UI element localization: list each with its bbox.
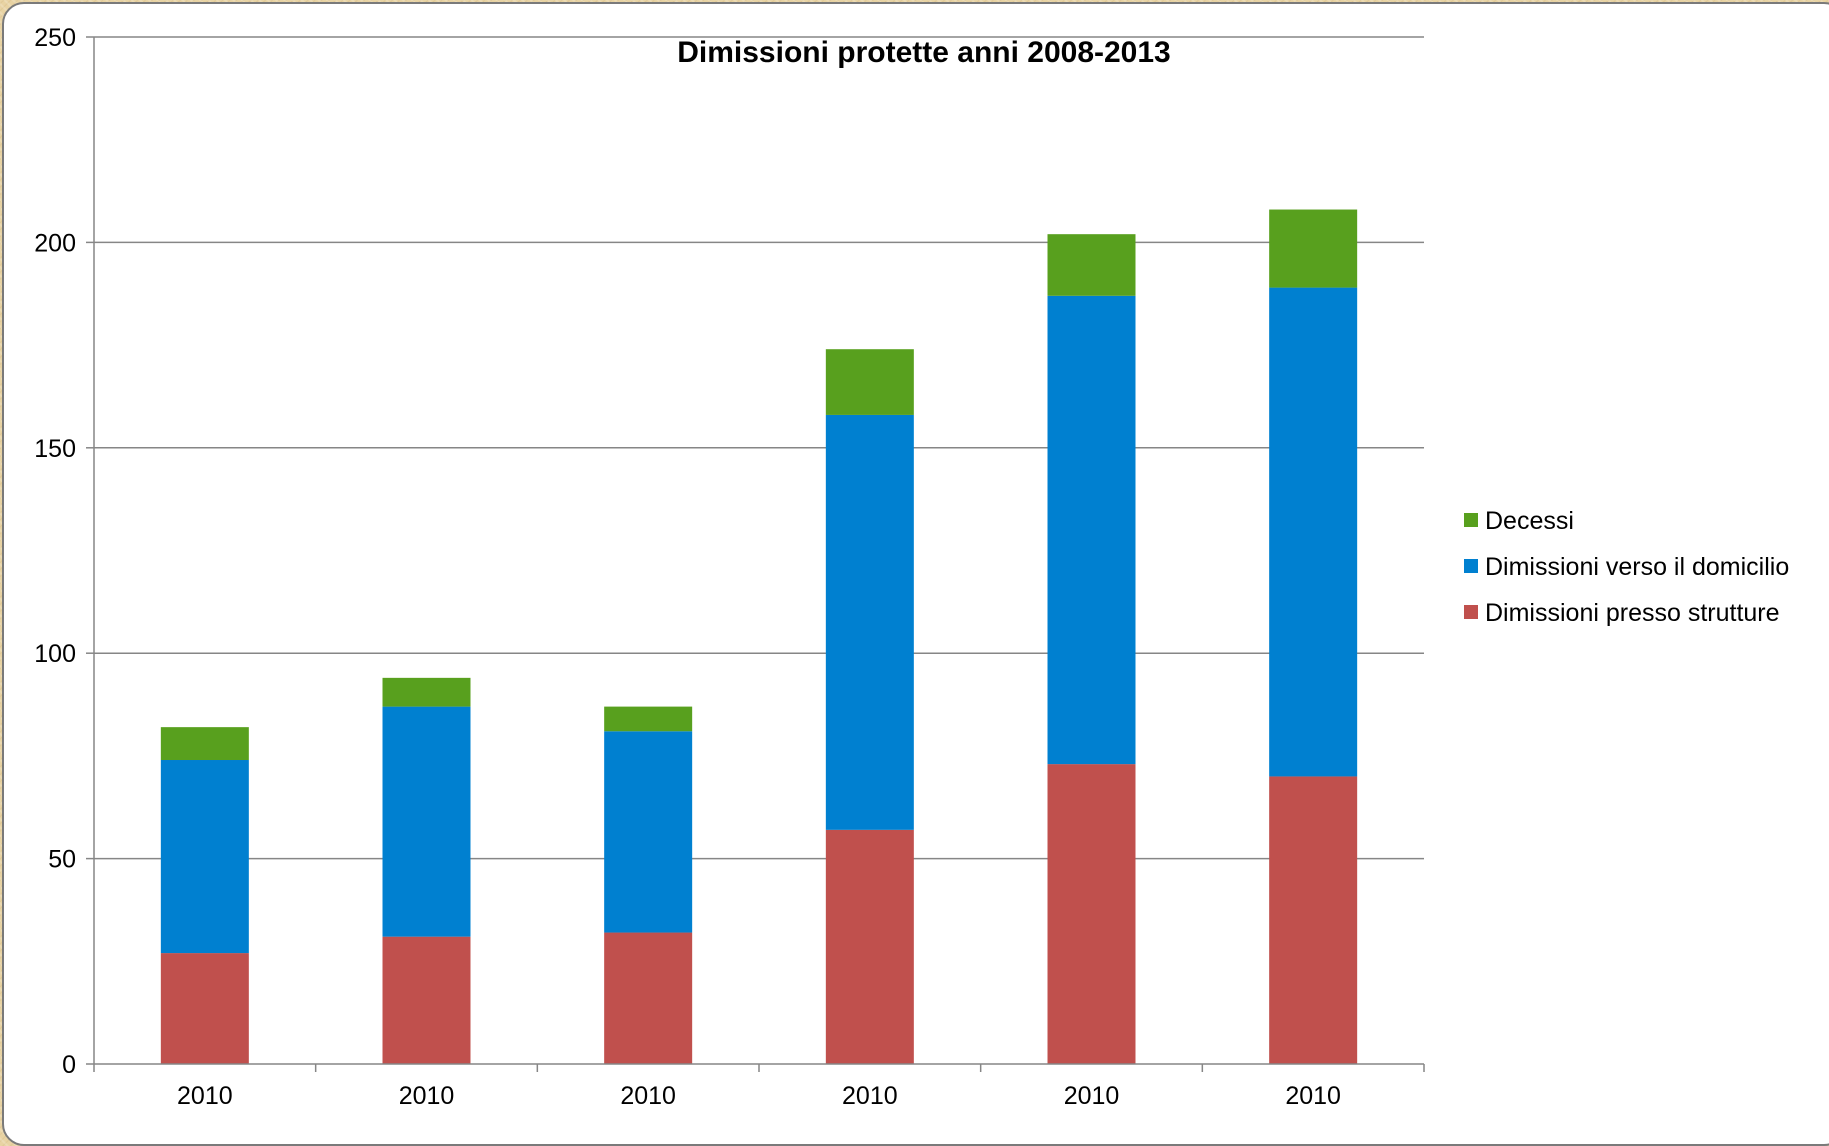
bar-segment bbox=[1047, 234, 1136, 296]
legend-label: Decessi bbox=[1485, 507, 1574, 535]
y-tick-label: 100 bbox=[34, 640, 76, 668]
gridlines bbox=[94, 36, 1424, 860]
bars bbox=[160, 209, 1358, 1064]
legend: Decessi Dimissioni verso il domicilio Dimi… bbox=[1464, 507, 1789, 627]
bar-segment bbox=[1269, 776, 1358, 1064]
bar-segment bbox=[160, 953, 249, 1064]
bar-segment bbox=[382, 936, 471, 1064]
x-tick-label: 2010 bbox=[1285, 1082, 1341, 1110]
y-tick-label: 50 bbox=[48, 846, 76, 874]
axes: 0 50 100 150 200 250 2010 2010 2010 2010 2010 2010 bbox=[34, 24, 1425, 1110]
bar-segment bbox=[382, 677, 471, 707]
chart-title: Dimissioni protette anni 2008-2013 bbox=[677, 36, 1171, 69]
x-tick-label: 2010 bbox=[177, 1082, 233, 1110]
bar-segment bbox=[1269, 287, 1358, 777]
bar-segment bbox=[825, 414, 914, 830]
y-tick-label: 250 bbox=[34, 24, 76, 52]
legend-label: Dimissioni verso il domicilio bbox=[1485, 553, 1789, 581]
legend-swatch bbox=[1464, 559, 1478, 573]
bar-segment bbox=[1269, 209, 1358, 288]
bar-segment bbox=[604, 706, 693, 732]
x-tick-label: 2010 bbox=[620, 1082, 676, 1110]
y-tick-label: 200 bbox=[34, 229, 76, 257]
legend-swatch bbox=[1464, 513, 1478, 527]
y-tick-label: 0 bbox=[62, 1051, 76, 1079]
bar-segment bbox=[604, 932, 693, 1064]
bar-segment bbox=[825, 349, 914, 415]
x-tick-label: 2010 bbox=[399, 1082, 455, 1110]
legend-swatch bbox=[1464, 605, 1478, 619]
bar-segment bbox=[1047, 295, 1136, 765]
bar-segment bbox=[604, 731, 693, 933]
bar-segment bbox=[1047, 764, 1136, 1064]
bar-segment bbox=[382, 706, 471, 937]
y-tick-label: 150 bbox=[34, 435, 76, 463]
legend-label: Dimissioni presso strutture bbox=[1485, 599, 1780, 627]
bar-segment bbox=[160, 760, 249, 954]
x-tick-label: 2010 bbox=[1064, 1082, 1120, 1110]
bar-segment bbox=[825, 829, 914, 1064]
x-tick-label: 2010 bbox=[842, 1082, 898, 1110]
bar-segment bbox=[160, 727, 249, 761]
